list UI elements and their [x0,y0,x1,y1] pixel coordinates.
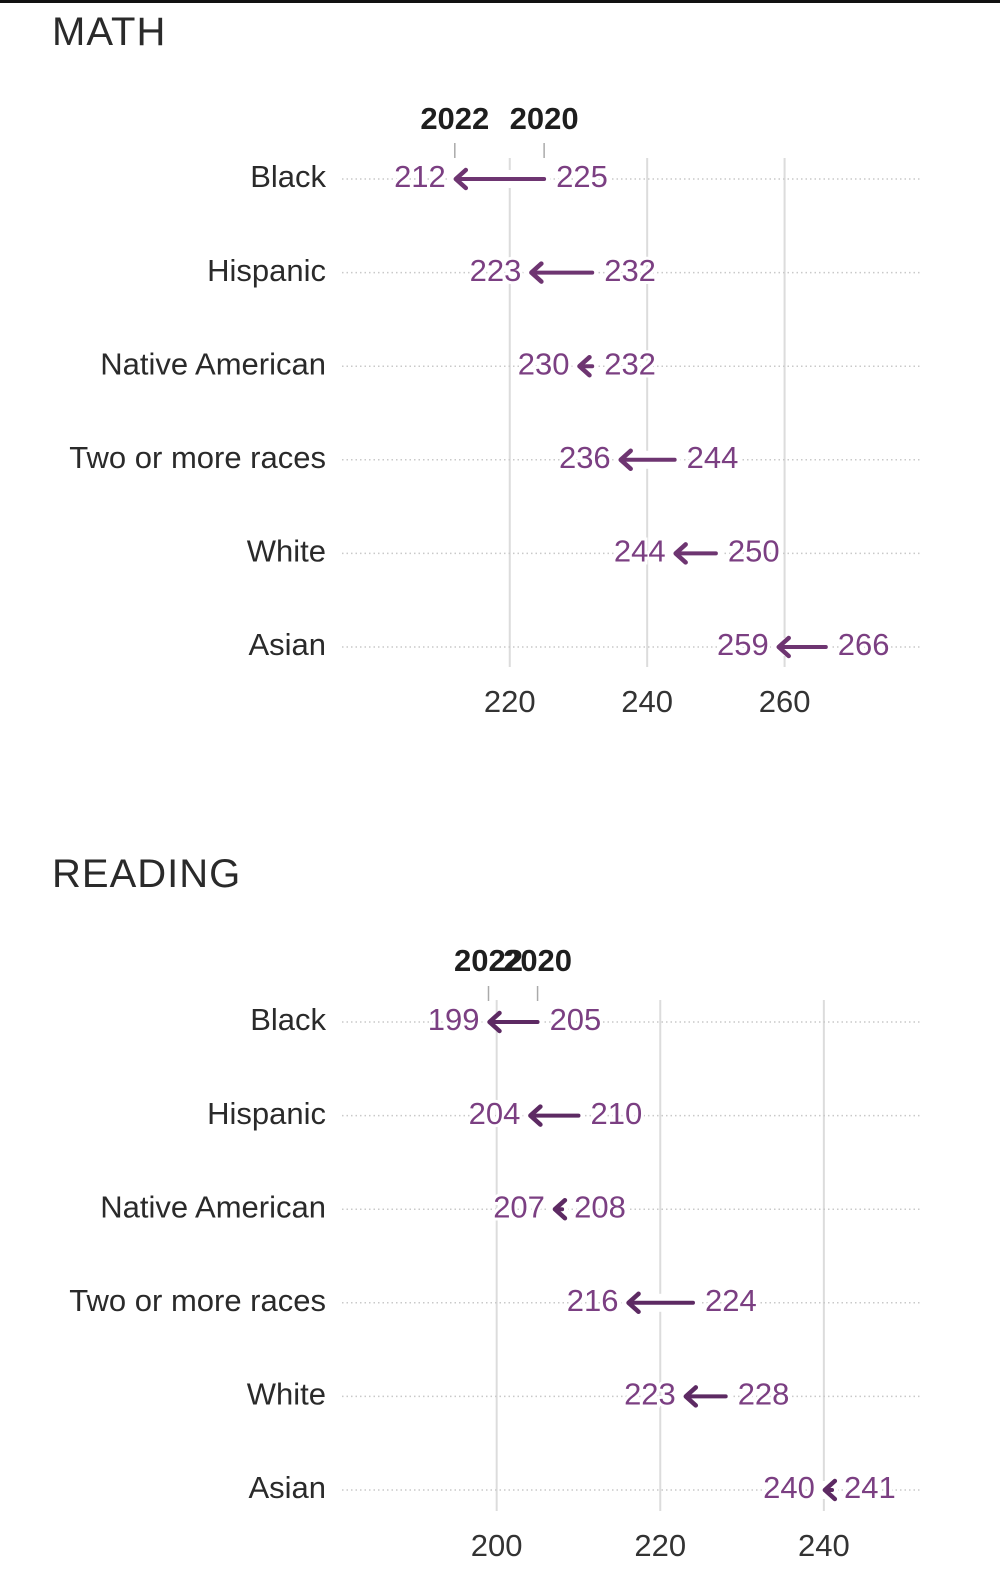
value-2022: 230 [518,346,570,381]
arrow-head [673,542,688,565]
row-label: Black [250,1002,326,1037]
legend-year-2022: 2022 [454,943,523,978]
row-label: Hispanic [207,1096,326,1131]
legend-year-2022: 2022 [420,101,489,136]
row-label: White [247,1377,326,1412]
value-2022: 223 [624,1377,676,1412]
math-title: MATH [52,10,167,54]
legend-year-2020: 2020 [510,101,579,136]
arrow-head [626,1291,641,1315]
x-tick-label: 240 [621,684,673,719]
arrow-head [683,1385,699,1408]
row-label: Asian [248,1470,326,1505]
row-label: Hispanic [207,253,326,288]
x-tick-label: 260 [759,684,811,719]
value-2022: 204 [469,1096,521,1131]
arrow-head [487,1010,502,1034]
arrow-head [776,635,791,659]
value-2020: 205 [550,1002,602,1037]
arrow-head [822,1478,838,1502]
value-2020: 228 [738,1377,790,1412]
value-2020: 232 [604,346,656,381]
value-2022: 199 [428,1002,480,1037]
arrow-head [618,448,633,472]
reading-title: READING [52,852,242,896]
row-label: Black [250,159,326,194]
value-2022: 223 [470,253,522,288]
top-rule [0,0,1000,3]
value-2022: 240 [763,1470,815,1505]
row-label: Asian [248,627,326,662]
value-2020: 241 [844,1470,896,1505]
arrow-head [552,1197,568,1221]
value-2022: 259 [717,627,769,662]
value-2020: 266 [838,627,890,662]
arrow-head [529,261,544,284]
math-chart: 220 240 260 Black 212 225 2022 2020 Hispanic 223 2… [69,101,920,719]
arrow-head [453,167,469,191]
row-label: Two or more races [69,1283,326,1318]
value-2022: 216 [567,1283,619,1318]
value-2022: 236 [559,440,611,475]
x-tick-label: 220 [484,684,536,719]
x-tick-label: 240 [798,1528,850,1563]
value-2022: 244 [614,534,666,569]
arrow-head [577,354,592,378]
row-label: Two or more races [69,440,326,475]
row-label: Native American [100,346,326,381]
legend-year-2020: 2020 [503,943,572,978]
value-2020: 210 [590,1096,642,1131]
x-tick-label: 220 [634,1528,686,1563]
row-label: Native American [100,1189,326,1224]
arrow-head [528,1104,543,1127]
value-2020: 244 [687,440,739,475]
value-2020: 224 [705,1283,757,1318]
row-label: White [247,534,326,569]
value-2020: 232 [604,253,656,288]
value-2022: 212 [394,159,446,194]
value-2020: 250 [728,534,780,569]
x-tick-label: 200 [471,1528,523,1563]
value-2020: 208 [574,1189,626,1224]
value-2020: 225 [556,159,608,194]
value-2022: 207 [493,1189,545,1224]
